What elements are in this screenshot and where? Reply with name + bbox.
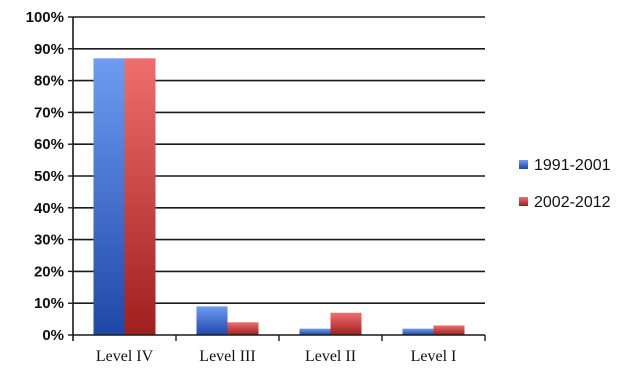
legend: 1991-2001 2002-2012	[519, 157, 611, 211]
axes	[68, 16, 486, 341]
y-tick-label: 100%	[26, 9, 64, 26]
y-tick-label: 70%	[34, 104, 64, 121]
y-tick-label: 90%	[34, 41, 64, 58]
y-tick-label: 60%	[34, 136, 64, 153]
legend-label: 1991-2001	[534, 157, 611, 174]
bar-level-iii-1991-2001	[196, 306, 228, 335]
x-tick-labels: Level IV Level III Level II Level I	[96, 348, 457, 365]
y-tick-label: 0%	[42, 327, 64, 344]
y-tick-label: 50%	[34, 168, 64, 185]
y-tick-label: 40%	[34, 200, 64, 217]
x-tick-label: Level II	[305, 348, 356, 365]
bar-level-i-1991-2001	[402, 328, 434, 335]
bars	[93, 58, 465, 336]
legend-label: 2002-2012	[534, 194, 611, 211]
y-tick-label: 10%	[34, 295, 64, 312]
y-tick-label: 30%	[34, 232, 64, 249]
x-tick-label: Level I	[411, 348, 457, 365]
x-tick-label: Level IV	[96, 348, 154, 365]
bar-level-ii-1991-2001	[299, 328, 331, 335]
y-tick-label: 80%	[34, 73, 64, 90]
bar-level-i-2002-2012	[433, 325, 465, 335]
x-tick-label: Level III	[199, 348, 255, 365]
y-tick-label: 20%	[34, 263, 64, 280]
bar-level-ii-2002-2012	[330, 312, 362, 335]
bar-level-iv-1991-2001	[93, 58, 125, 336]
bar-level-iv-2002-2012	[124, 58, 156, 336]
legend-swatch	[519, 160, 528, 169]
legend-swatch	[519, 197, 528, 206]
y-tick-labels: 0% 10% 20% 30% 40% 50% 60% 70% 80% 90% 100%	[26, 9, 64, 344]
bar-level-iii-2002-2012	[227, 322, 259, 335]
